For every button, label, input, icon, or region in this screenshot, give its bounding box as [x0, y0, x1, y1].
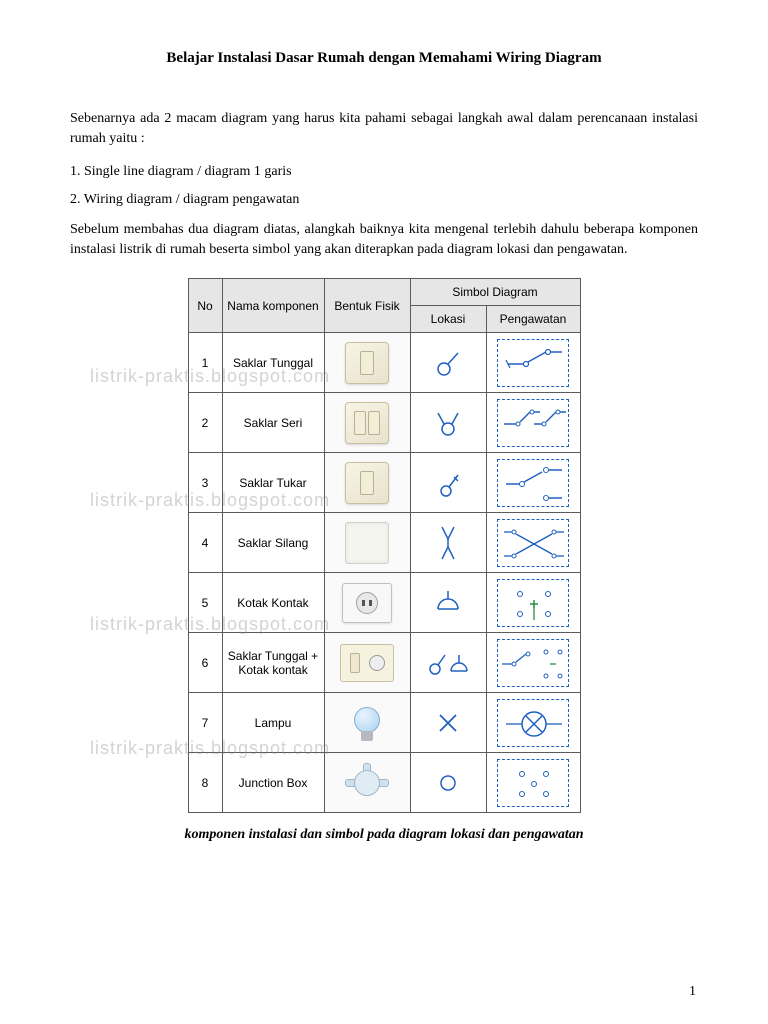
loc-symbol-intermediate-switch-icon: [428, 521, 468, 565]
switch-outlet-combo-icon: [340, 644, 394, 682]
cell-no: 8: [188, 753, 222, 813]
wiring-lamp-icon: [497, 699, 569, 747]
cell-no: 5: [188, 573, 222, 633]
page-title: Belajar Instalasi Dasar Rumah dengan Mem…: [70, 50, 698, 67]
th-physical: Bentuk Fisik: [324, 279, 410, 333]
cell-location-symbol: [410, 513, 486, 573]
table-row: 5 Kotak Kontak: [188, 573, 580, 633]
th-name: Nama komponen: [222, 279, 324, 333]
cell-name: Junction Box: [222, 753, 324, 813]
cell-wiring-symbol: [486, 333, 580, 393]
cell-physical: [324, 573, 410, 633]
series-switch-icon: [345, 402, 389, 444]
cell-no: 2: [188, 393, 222, 453]
wiring-series-switch-icon: [497, 399, 569, 447]
cell-location-symbol: [410, 393, 486, 453]
cell-name: Saklar Silang: [222, 513, 324, 573]
intermediate-switch-icon: [345, 522, 389, 564]
cell-name: Saklar Seri: [222, 393, 324, 453]
cell-wiring-symbol: [486, 393, 580, 453]
cell-name: Saklar Tukar: [222, 453, 324, 513]
table-row: 7 Lampu: [188, 693, 580, 753]
symbol-table: No Nama komponen Bentuk Fisik Simbol Dia…: [188, 278, 581, 813]
loc-symbol-outlet-icon: [428, 583, 468, 623]
loc-symbol-single-switch-icon: [428, 343, 468, 383]
cell-location-symbol: [410, 573, 486, 633]
page-number: 1: [689, 984, 696, 1000]
cell-location-symbol: [410, 633, 486, 693]
junction-box-icon: [347, 765, 387, 801]
th-symbol-group: Simbol Diagram: [410, 279, 580, 306]
socket-outlet-icon: [342, 583, 392, 623]
cell-location-symbol: [410, 453, 486, 513]
cell-location-symbol: [410, 693, 486, 753]
wiring-intermediate-switch-icon: [497, 519, 569, 567]
cell-physical: [324, 453, 410, 513]
cell-wiring-symbol: [486, 573, 580, 633]
loc-symbol-combo-icon: [423, 643, 473, 683]
cell-no: 7: [188, 693, 222, 753]
th-no: No: [188, 279, 222, 333]
table-row: 4 Saklar Silang: [188, 513, 580, 573]
wiring-single-switch-icon: [497, 339, 569, 387]
cell-wiring-symbol: [486, 513, 580, 573]
table-row: 3 Saklar Tukar: [188, 453, 580, 513]
cell-physical: [324, 753, 410, 813]
lamp-bulb-icon: [352, 703, 382, 743]
intro-paragraph: Sebenarnya ada 2 macam diagram yang haru…: [70, 109, 698, 150]
cell-no: 1: [188, 333, 222, 393]
single-switch-icon: [345, 342, 389, 384]
two-way-switch-icon: [345, 462, 389, 504]
cell-no: 6: [188, 633, 222, 693]
wiring-two-way-switch-icon: [497, 459, 569, 507]
loc-symbol-two-way-switch-icon: [428, 463, 468, 503]
th-location: Lokasi: [410, 306, 486, 333]
wiring-outlet-icon: [497, 579, 569, 627]
table-row: 2 Saklar Seri: [188, 393, 580, 453]
th-wiring: Pengawatan: [486, 306, 580, 333]
cell-physical: [324, 333, 410, 393]
cell-wiring-symbol: [486, 753, 580, 813]
cell-name: Kotak Kontak: [222, 573, 324, 633]
list-item-2: 2. Wiring diagram / diagram pengawatan: [70, 192, 698, 208]
cell-name: Saklar Tunggal: [222, 333, 324, 393]
loc-symbol-junction-icon: [428, 763, 468, 803]
cell-physical: [324, 693, 410, 753]
table-caption: komponen instalasi dan simbol pada diagr…: [70, 827, 698, 843]
wiring-junction-icon: [497, 759, 569, 807]
cell-location-symbol: [410, 333, 486, 393]
cell-name: Saklar Tunggal + Kotak kontak: [222, 633, 324, 693]
table-row: 1 Saklar Tunggal: [188, 333, 580, 393]
cell-physical: [324, 393, 410, 453]
cell-wiring-symbol: [486, 453, 580, 513]
loc-symbol-series-switch-icon: [428, 403, 468, 443]
cell-physical: [324, 633, 410, 693]
cell-name: Lampu: [222, 693, 324, 753]
paragraph-2: Sebelum membahas dua diagram diatas, ala…: [70, 220, 698, 261]
table-row: 8 Junction Box: [188, 753, 580, 813]
cell-no: 4: [188, 513, 222, 573]
loc-symbol-lamp-icon: [428, 703, 468, 743]
table-row: 6 Saklar Tunggal + Kotak kontak: [188, 633, 580, 693]
cell-location-symbol: [410, 753, 486, 813]
cell-physical: [324, 513, 410, 573]
symbol-table-container: listrik-praktis.blogspot.com listrik-pra…: [70, 278, 698, 813]
cell-wiring-symbol: [486, 633, 580, 693]
wiring-combo-icon: [497, 639, 569, 687]
list-item-1: 1. Single line diagram / diagram 1 garis: [70, 164, 698, 180]
cell-wiring-symbol: [486, 693, 580, 753]
cell-no: 3: [188, 453, 222, 513]
